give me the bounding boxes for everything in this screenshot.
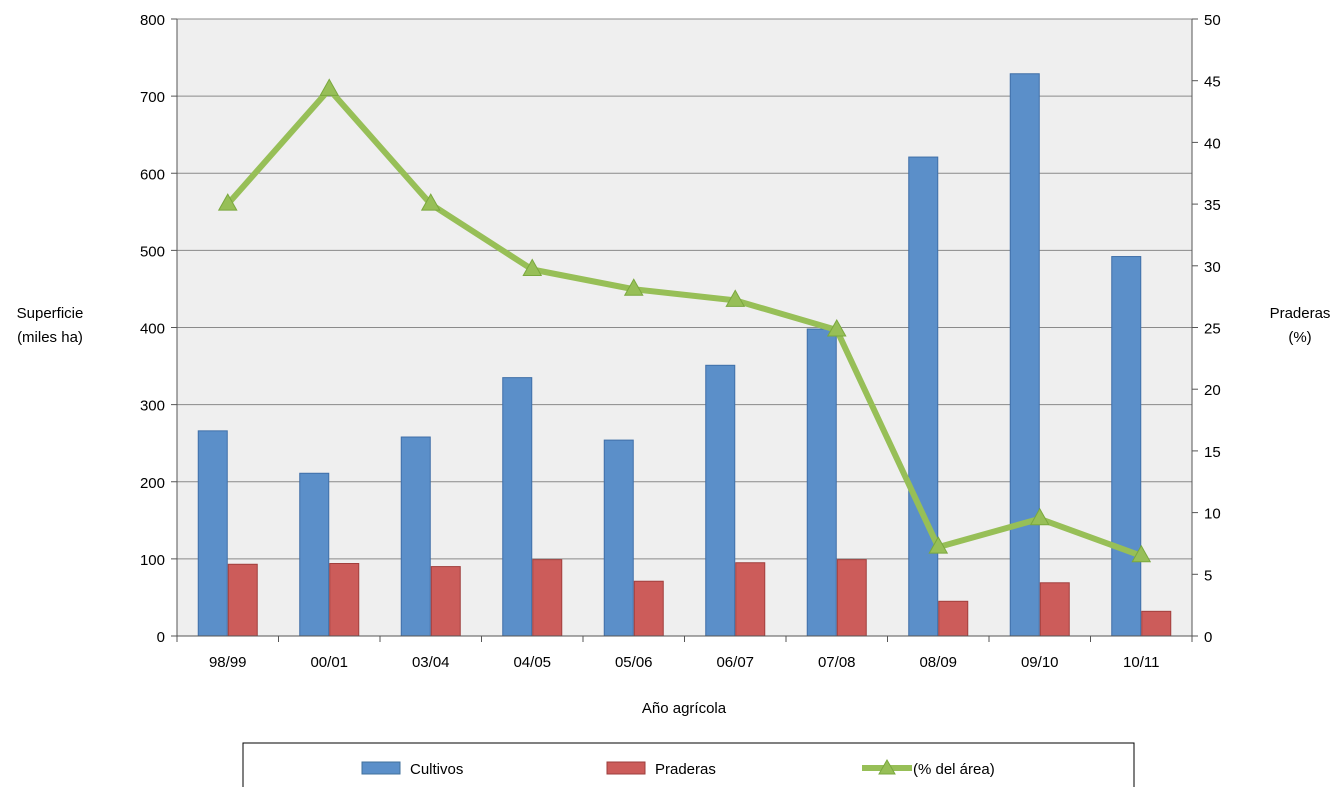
bar-cultivos [806,328,837,637]
bar-cultivos [603,439,634,637]
x-tick-label: 07/08 [818,654,856,671]
bar-cultivos [908,156,939,637]
bar-praderas [1141,610,1172,637]
y-tick-label-left: 700 [140,89,165,106]
legend-label-cultivos: Cultivos [410,761,463,778]
percent-point [420,193,441,211]
y-axis-title-left-line2: (miles ha) [17,329,83,346]
percent-line-path [225,86,1143,559]
bar-cultivos [1009,73,1040,637]
y-tick-label-right: 50 [1204,12,1221,29]
bars [197,73,1172,637]
bar-cultivos [1111,256,1142,637]
percent-point [623,278,644,296]
bar-cultivos [400,436,431,637]
percent-line [217,78,1152,563]
bar-cultivos [502,377,533,637]
y-tick-label-right: 30 [1204,259,1221,276]
x-tick-label: 98/99 [209,654,247,671]
x-axis-title: Año agrícola [642,700,727,717]
y-axis-title-right-line1: Praderas [1270,305,1331,322]
percent-point [319,78,340,96]
bar-praderas [430,566,461,637]
y-tick-label-right: 45 [1204,74,1221,91]
legend-label-praderas: Praderas [655,761,716,778]
bar-praderas [532,559,563,637]
bar-praderas [329,563,360,637]
y-tick-label-right: 0 [1204,629,1212,646]
legend-label-percent: (% del área) [913,761,995,778]
x-tick-label: 00/01 [310,654,348,671]
y-tick-label-right: 15 [1204,444,1221,461]
y-axis-title-right-line2: (%) [1288,329,1311,346]
bar-praderas [633,580,664,637]
percent-point [928,536,949,554]
bar-cultivos [197,430,228,637]
x-tick-label: 10/11 [1123,654,1159,671]
y-tick-label-left: 200 [140,475,165,492]
percent-point [725,289,746,307]
percent-point [1029,507,1050,526]
y-tick-label-left: 600 [140,166,165,183]
y-tick-label-left: 100 [140,552,165,569]
y-tick-label-left: 300 [140,398,165,415]
percent-point [1131,544,1152,563]
legend-swatch-praderas [606,761,646,775]
percent-point [826,318,847,337]
x-tick-label: 04/05 [513,654,551,671]
y-tick-label-right: 35 [1204,197,1221,214]
x-ticks: 98/99 00/01 03/04 04/05 05/06 06/07 07/08 08/09… [176,636,1193,671]
y-axis-title-left-line1: Superficie [17,305,84,322]
y-tick-label-right: 20 [1204,382,1221,399]
legend-box [242,742,1135,787]
y-tick-label-left: 500 [140,243,165,260]
y-tick-label-right: 5 [1204,567,1212,584]
x-tick-label: 09/10 [1021,654,1059,671]
legend: Cultivos Praderas (% del área) [242,742,1135,787]
bar-praderas [836,559,867,637]
y-ticks-left: 0 100 200 300 400 500 600 700 800 [140,12,177,646]
x-tick-label: 08/09 [919,654,957,671]
y-tick-label-left: 800 [140,12,165,29]
bar-cultivos [705,364,736,637]
percent-point [217,193,238,211]
y-tick-label-right: 40 [1204,135,1221,152]
y-tick-label-left: 400 [140,321,165,338]
y-tick-label-left: 0 [157,629,165,646]
y-tick-label-right: 25 [1204,321,1221,338]
bar-praderas [227,563,258,637]
bar-praderas [735,562,766,637]
y-ticks-right: 0 5 10 15 20 25 30 35 40 45 50 [1192,12,1221,646]
x-tick-label: 06/07 [716,654,754,671]
x-tick-label: 05/06 [615,654,653,671]
x-tick-label: 03/04 [412,654,450,671]
y-tick-label-right: 10 [1204,506,1221,523]
bar-praderas [938,600,969,637]
percent-point [522,258,543,277]
bar-praderas [1039,582,1070,637]
bar-cultivos [299,472,330,637]
legend-marker-triangle [878,758,896,775]
legend-swatch-cultivos [361,761,401,775]
